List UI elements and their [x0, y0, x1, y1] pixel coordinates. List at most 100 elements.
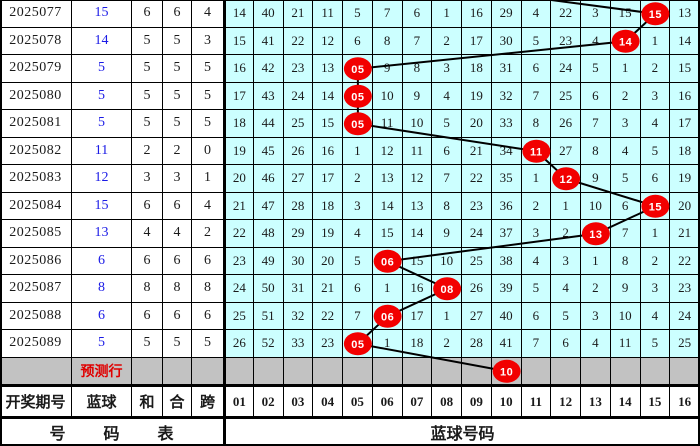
- miss-count-cell: 17: [462, 27, 492, 55]
- blue-ball-value-cell: 13: [72, 220, 132, 248]
- blue-ball-value-cell: 5: [72, 82, 132, 110]
- miss-count-cell: 5: [343, 247, 373, 275]
- miss-count-cell: 14: [224, 0, 254, 28]
- miss-count-cell: 17: [402, 302, 433, 330]
- miss-count-cell: 7: [432, 165, 462, 193]
- sum-cell: 6: [132, 247, 163, 275]
- miss-count-cell: 7: [402, 27, 433, 55]
- miss-count-cell: 10: [372, 82, 403, 110]
- column-header-hezhi: 合: [163, 385, 192, 417]
- prediction-row-cell: [670, 357, 700, 385]
- miss-count-cell: 4: [551, 275, 581, 303]
- miss-count-cell: 22: [462, 165, 492, 193]
- miss-count-cell: 27: [462, 302, 492, 330]
- miss-count-cell: 4: [640, 110, 671, 138]
- sum-cell: 5: [132, 55, 163, 83]
- blue-ball-value-cell: 12: [72, 165, 132, 193]
- miss-count-cell: 6: [402, 0, 433, 28]
- miss-count-cell: 1: [432, 302, 462, 330]
- miss-count-cell: 14: [670, 27, 700, 55]
- miss-count-cell: [372, 302, 403, 330]
- miss-count-cell: 13: [670, 0, 700, 28]
- miss-count-cell: 12: [402, 165, 433, 193]
- hezhi-cell: 6: [163, 247, 192, 275]
- miss-count-cell: 2: [521, 192, 552, 220]
- sum-cell: 8: [132, 275, 163, 303]
- miss-count-cell: 9: [432, 220, 462, 248]
- miss-count-cell: 39: [491, 275, 522, 303]
- footer-left-label: 号 码 表: [0, 417, 224, 446]
- miss-count-cell: 26: [462, 275, 492, 303]
- miss-count-cell: 28: [462, 330, 492, 358]
- miss-count-cell: 3: [581, 0, 611, 28]
- miss-count-cell: 10: [581, 192, 611, 220]
- footer-right-label: 蓝球号码: [224, 417, 700, 446]
- prediction-row-cell: [551, 357, 581, 385]
- miss-count-cell: 16: [670, 82, 700, 110]
- miss-count-cell: 1: [581, 247, 611, 275]
- prediction-row-cell: [372, 357, 403, 385]
- miss-count-cell: 6: [581, 82, 611, 110]
- column-header-ball-number: 01: [224, 385, 254, 417]
- hezhi-cell: 5: [163, 55, 192, 83]
- column-header-ball-number: 11: [521, 385, 552, 417]
- column-header-ball-number: 06: [372, 385, 403, 417]
- miss-count-cell: 22: [283, 27, 314, 55]
- miss-count-cell: 8: [610, 247, 641, 275]
- hezhi-cell: 2: [163, 137, 192, 165]
- miss-count-cell: 1: [551, 192, 581, 220]
- miss-count-cell: 15: [372, 220, 403, 248]
- span-cell: 5: [192, 110, 224, 138]
- sum-cell: 3: [132, 165, 163, 193]
- miss-count-cell: 15: [313, 110, 343, 138]
- miss-count-cell: 14: [313, 82, 343, 110]
- blue-ball-value-cell: 11: [72, 137, 132, 165]
- miss-count-cell: 52: [253, 330, 284, 358]
- miss-count-cell: 1: [432, 0, 462, 28]
- miss-count-cell: 30: [283, 247, 314, 275]
- miss-count-cell: 2: [432, 330, 462, 358]
- miss-count-cell: 27: [283, 165, 314, 193]
- sum-cell: 4: [132, 220, 163, 248]
- sum-cell: 6: [132, 192, 163, 220]
- miss-count-cell: 32: [491, 82, 522, 110]
- prediction-row-cell: [402, 357, 433, 385]
- miss-count-cell: 6: [343, 275, 373, 303]
- prediction-row-cell: [462, 357, 492, 385]
- span-cell: 3: [192, 27, 224, 55]
- miss-count-cell: 1: [372, 330, 403, 358]
- miss-count-cell: 25: [224, 302, 254, 330]
- miss-count-cell: 4: [521, 247, 552, 275]
- period-cell: 2025081: [0, 110, 72, 138]
- hezhi-cell: 8: [163, 275, 192, 303]
- miss-count-cell: 1: [640, 220, 671, 248]
- miss-count-cell: 3: [343, 192, 373, 220]
- prediction-row-cell: [192, 357, 224, 385]
- blue-ball-value-cell: 5: [72, 55, 132, 83]
- miss-count-cell: 7: [581, 110, 611, 138]
- miss-count-cell: 6: [521, 55, 552, 83]
- period-cell: 2025080: [0, 82, 72, 110]
- miss-count-cell: 24: [283, 82, 314, 110]
- column-header-ball-number: 05: [343, 385, 373, 417]
- miss-count-cell: 6: [521, 302, 552, 330]
- blue-ball-value-cell: 6: [72, 247, 132, 275]
- miss-count-cell: 26: [283, 137, 314, 165]
- miss-count-cell: 1: [343, 137, 373, 165]
- miss-count-cell: 1: [372, 275, 403, 303]
- prediction-row-cell: [224, 357, 254, 385]
- miss-count-cell: 4: [610, 137, 641, 165]
- miss-count-cell: 33: [283, 330, 314, 358]
- miss-count-cell: 15: [610, 0, 641, 28]
- miss-count-cell: 23: [313, 330, 343, 358]
- miss-count-cell: 4: [343, 220, 373, 248]
- column-header-ball-number: 04: [313, 385, 343, 417]
- miss-count-cell: [640, 192, 671, 220]
- prediction-row-cell: [132, 357, 163, 385]
- miss-count-cell: 36: [491, 192, 522, 220]
- blue-ball-value-cell: 6: [72, 302, 132, 330]
- miss-count-cell: 50: [253, 275, 284, 303]
- column-header-ball-number: 10: [491, 385, 522, 417]
- period-cell: 2025089: [0, 330, 72, 358]
- miss-count-cell: 23: [670, 275, 700, 303]
